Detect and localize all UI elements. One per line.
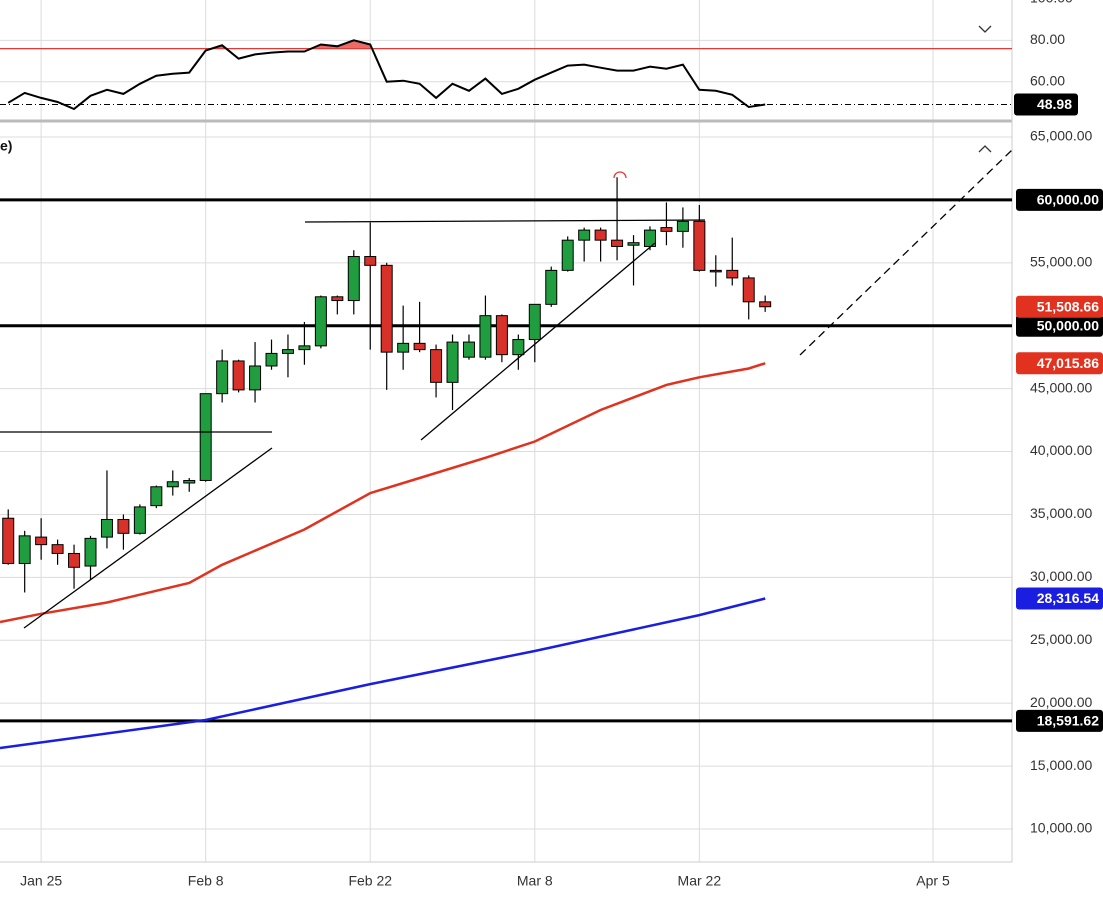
y-tick-label: 35,000.00 <box>1030 505 1092 521</box>
candle-body <box>512 339 525 356</box>
price-tag <box>1016 295 1103 318</box>
y-tick-label: 60.00 <box>1030 72 1065 88</box>
grid-layer <box>0 0 1012 862</box>
moving-average <box>0 362 766 624</box>
price-tag <box>1014 93 1078 116</box>
chart-title: e) <box>0 138 12 154</box>
high-marker <box>613 171 627 179</box>
y-tick-label: 25,000.00 <box>1030 631 1092 647</box>
candle-body <box>216 360 229 395</box>
x-tick-label: Jan 25 <box>20 873 62 889</box>
candle-body <box>545 269 558 305</box>
y-tick-label: 40,000.00 <box>1030 442 1092 458</box>
y-tick-label: 20,000.00 <box>1030 694 1092 710</box>
candle-body <box>594 229 607 241</box>
candle-body <box>676 220 689 232</box>
candle-body <box>726 269 739 279</box>
candle-body <box>347 256 360 302</box>
candle-body <box>495 315 508 356</box>
candle-body <box>199 393 212 481</box>
expand-icon[interactable] <box>978 145 992 153</box>
candle-body <box>430 349 443 383</box>
candle-body <box>281 349 294 354</box>
candle-body <box>150 486 163 507</box>
candle-body <box>133 506 146 534</box>
candle-body <box>446 341 459 383</box>
candle-body <box>35 536 48 546</box>
trend-line <box>23 447 273 629</box>
drawings <box>0 25 1013 629</box>
candle-body <box>2 517 15 565</box>
candle-body <box>117 518 130 534</box>
candle-body <box>660 227 673 232</box>
moving-average <box>0 597 766 750</box>
candle-body <box>611 239 624 247</box>
candle-body <box>528 303 541 341</box>
x-tick-label: Apr 5 <box>916 873 950 889</box>
candle-body <box>462 341 475 358</box>
y-tick-label: 15,000.00 <box>1030 757 1092 773</box>
candle-body <box>627 242 640 246</box>
candle-body <box>759 301 772 308</box>
candle-body <box>18 535 31 565</box>
candle-body <box>314 296 327 347</box>
price-tag-label: 51,508.66 <box>1037 298 1099 314</box>
y-tick-label: 100.00 <box>1030 0 1073 6</box>
price-tag <box>1016 188 1103 211</box>
candle-body <box>479 315 492 358</box>
collapse-icon[interactable] <box>978 25 992 33</box>
candle-body <box>578 229 591 241</box>
y-tick-label: 65,000.00 <box>1030 128 1092 144</box>
trend-line <box>420 242 656 441</box>
candle-body <box>249 365 262 391</box>
price-tag-label: 28,316.54 <box>1037 590 1099 606</box>
candle-body <box>298 345 311 351</box>
candle-body <box>265 352 278 367</box>
price-tag <box>1016 314 1103 337</box>
candle-body <box>693 220 706 271</box>
candle-body <box>397 342 410 353</box>
y-tick-label: 30,000.00 <box>1030 568 1092 584</box>
candle-body <box>232 360 245 391</box>
y-tick-label: 55,000.00 <box>1030 254 1092 270</box>
projection-line <box>799 149 1013 356</box>
price-tag <box>1016 587 1103 610</box>
y-tick-label: 45,000.00 <box>1030 379 1092 395</box>
y-tick-label: 80.00 <box>1030 31 1065 47</box>
x-tick-label: Feb 8 <box>188 873 224 889</box>
price-tag-label: 60,000.00 <box>1037 192 1099 208</box>
price-tag <box>1016 352 1103 375</box>
candle-body <box>100 518 113 538</box>
rsi-line <box>7 39 766 111</box>
price-tag <box>1016 709 1103 732</box>
candle-body <box>84 537 97 567</box>
candle-body <box>68 552 81 568</box>
candle-body <box>742 277 755 303</box>
price-tag-label: 47,015.86 <box>1037 355 1099 371</box>
candle-body <box>413 342 426 351</box>
candle-body <box>183 479 196 484</box>
candle-body <box>331 296 344 302</box>
y-tick-label: 10,000.00 <box>1030 820 1092 836</box>
x-tick-label: Mar 8 <box>517 873 553 889</box>
candle-body <box>166 481 179 488</box>
x-tick-label: Feb 22 <box>348 873 392 889</box>
price-tag-label: 48.98 <box>1037 96 1072 112</box>
candle-body <box>364 256 377 266</box>
marks <box>0 39 1012 750</box>
candle-body <box>51 544 64 554</box>
x-tick-label: Mar 22 <box>678 873 722 889</box>
price-tag-label: 50,000.00 <box>1037 317 1099 333</box>
trend-line <box>304 219 706 223</box>
candle-body <box>709 269 722 273</box>
candle-body <box>380 264 393 353</box>
overbought-area <box>211 40 373 49</box>
candle-body <box>561 239 574 271</box>
price-tag-label: 18,591.62 <box>1037 713 1099 729</box>
axis-layer: 100.00 80.00 60.00 65,000.00 60,000.00 55,000… <box>20 0 1103 889</box>
